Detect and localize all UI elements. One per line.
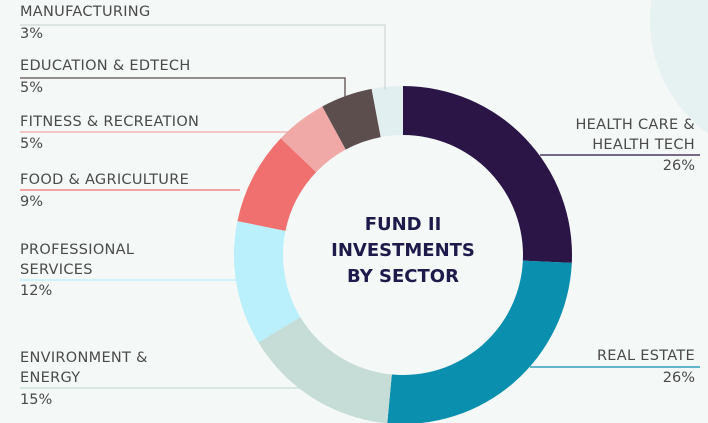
- value-label: 26%: [662, 158, 695, 174]
- category-label: HEALTH CARE & HEALTH TECH: [575, 117, 695, 153]
- donut-segment: [258, 317, 392, 423]
- value-label: 15%: [20, 392, 53, 408]
- donut-segment: [371, 86, 403, 138]
- category-label: EDUCATION & EDTECH: [20, 58, 191, 74]
- leader-line: [20, 77, 346, 100]
- category-label: PROFESSIONAL SERVICES: [20, 242, 135, 278]
- leader-line: [20, 24, 386, 90]
- donut-segment: [322, 88, 381, 150]
- value-label: 5%: [20, 80, 44, 96]
- category-label: ENVIRONMENT & ENERGY: [20, 350, 148, 386]
- donut-segment: [280, 106, 346, 173]
- category-label: REAL ESTATE: [596, 348, 695, 364]
- value-label: 3%: [20, 26, 44, 42]
- donut-segment: [233, 221, 301, 343]
- donut-segment: [403, 86, 572, 263]
- value-label: 12%: [20, 283, 53, 299]
- chart-title: FUND II INVESTMENTS BY SECTOR: [331, 214, 475, 287]
- category-label: FITNESS & RECREATION: [20, 114, 200, 130]
- bg-circle: [650, 0, 708, 134]
- value-label: 5%: [20, 136, 44, 152]
- value-label: 26%: [662, 370, 695, 386]
- donut-segment: [387, 260, 572, 423]
- category-label: FOOD & AGRICULTURE: [20, 172, 190, 188]
- donut-segment: [237, 138, 317, 231]
- category-label: MANUFACTURING: [20, 4, 151, 20]
- value-label: 9%: [20, 194, 44, 210]
